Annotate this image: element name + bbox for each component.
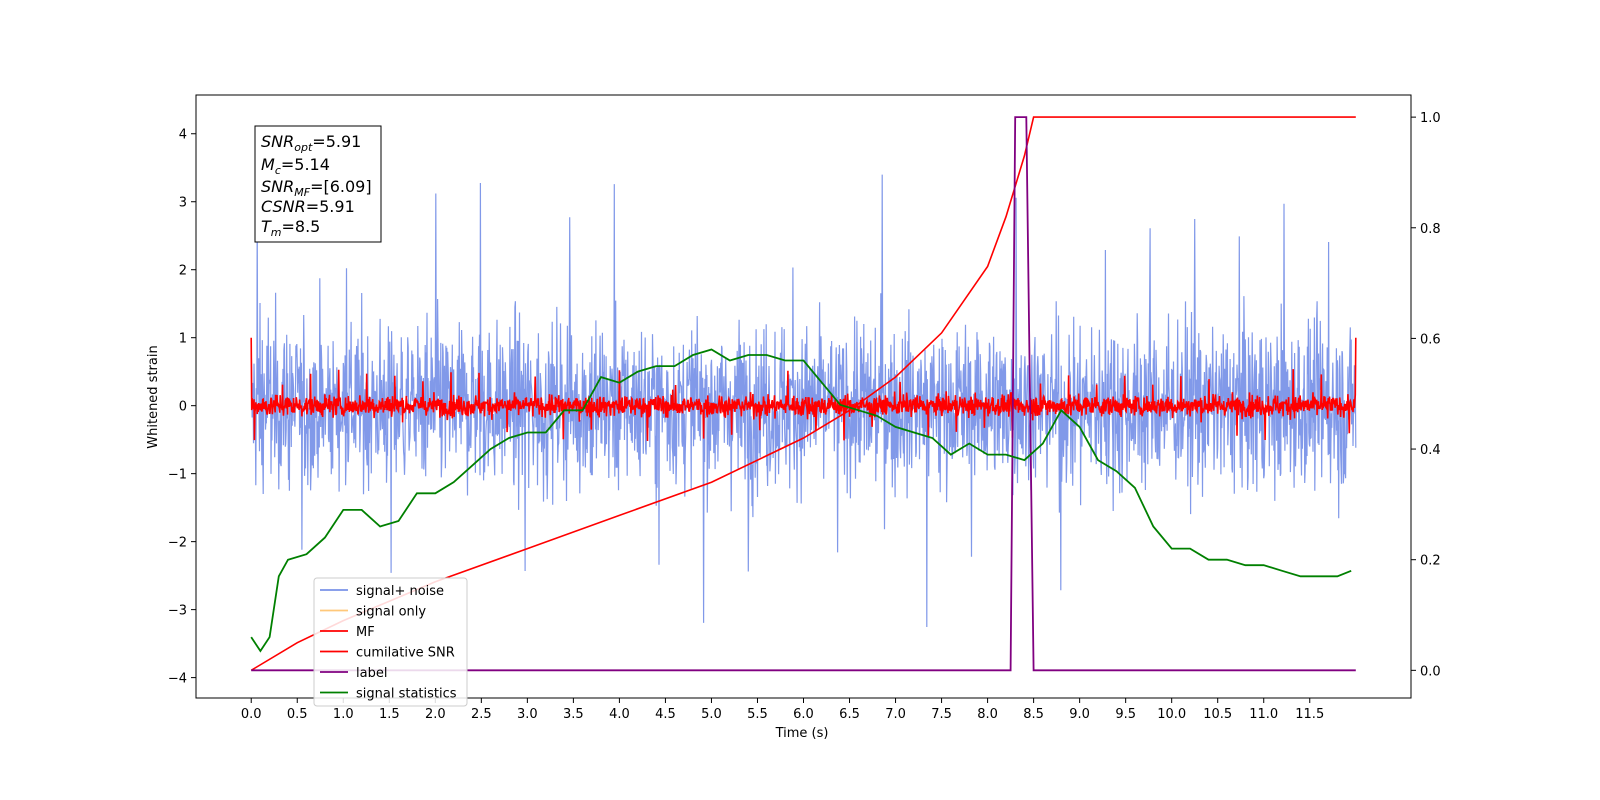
- legend-entry-label: signal+ noise: [356, 584, 444, 599]
- x-tick-label: 1.0: [333, 707, 354, 722]
- x-axis: 0.0 0.5 1.0 1.5 2.0 2.5 3.0 3.5 4.0 4.5 5.0 5.5 6.0 6…: [241, 698, 1324, 722]
- x-tick-label: 7.0: [885, 707, 906, 722]
- x-tick-label: 9.5: [1115, 707, 1136, 722]
- series-label: [251, 116, 1356, 672]
- y-right-tick-label: 0.2: [1420, 554, 1441, 569]
- x-tick-label: 10.0: [1157, 707, 1186, 722]
- legend-entry-label: cumilative SNR: [356, 646, 455, 661]
- series-signal-statistics: [250, 348, 1352, 653]
- x-tick-label: 8.0: [977, 707, 998, 722]
- y-right-tick-label: 0.0: [1420, 664, 1441, 679]
- x-tick-label: 3.0: [517, 707, 538, 722]
- x-tick-label: 6.0: [793, 707, 814, 722]
- info-box: SNRopt=5.91 Mc=5.14 SNRMF=[6.09] CSNR=5.…: [254, 125, 382, 243]
- y-right-axis: 1.0 0.8 0.6 0.4 0.2 0.0: [1411, 111, 1441, 679]
- x-tick-label: 11.5: [1295, 707, 1324, 722]
- x-tick-label: 9.0: [1069, 707, 1090, 722]
- x-tick-label: 10.5: [1203, 707, 1232, 722]
- legend-entry-label: signal statistics: [356, 687, 457, 702]
- x-tick-label: 6.5: [839, 707, 860, 722]
- y-left-tick-label: 0: [179, 400, 187, 415]
- y-left-tick-label: −3: [168, 604, 187, 619]
- legend: signal+ noise signal only MF cumilative SNR…: [313, 577, 468, 707]
- y-right-tick-label: 0.8: [1420, 222, 1441, 237]
- x-tick-label: 2.0: [425, 707, 446, 722]
- x-tick-label: 0.5: [287, 707, 308, 722]
- y-left-tick-label: 1: [179, 332, 187, 347]
- info-snr-mf: SNRMF=[6.09]: [261, 177, 372, 199]
- x-tick-label: 5.5: [747, 707, 768, 722]
- info-snr-opt: SNRopt=5.91: [261, 132, 361, 154]
- x-tick-label: 4.5: [655, 707, 676, 722]
- y-right-tick-label: 0.4: [1420, 443, 1441, 458]
- y-left-tick-label: 3: [179, 196, 187, 211]
- y-left-tick-label: 2: [179, 264, 187, 279]
- y-right-tick-label: 1.0: [1420, 111, 1441, 126]
- info-tm: Tm=8.5: [261, 217, 320, 239]
- y-axis-label: Whitened strain: [146, 345, 161, 448]
- x-tick-label: 11.0: [1249, 707, 1278, 722]
- x-tick-label: 4.0: [609, 707, 630, 722]
- series-mf: [250, 337, 1357, 442]
- info-csnr: CSNR=5.91: [261, 197, 355, 216]
- y-left-tick-label: 4: [179, 128, 187, 143]
- x-tick-label: 0.0: [241, 707, 262, 722]
- y-left-tick-label: −1: [168, 468, 187, 483]
- x-tick-label: 1.5: [379, 707, 400, 722]
- y-left-tick-label: −2: [168, 536, 187, 551]
- series-signal-noise: [250, 174, 1357, 628]
- x-tick-label: 8.5: [1023, 707, 1044, 722]
- legend-entry-label: signal only: [356, 605, 426, 620]
- y-left-axis: 4 3 2 1 0 −1 −2 −3 −4: [168, 128, 196, 687]
- x-tick-label: 2.5: [471, 707, 492, 722]
- y-left-tick-label: −4: [168, 672, 187, 687]
- x-tick-label: 7.5: [931, 707, 952, 722]
- x-tick-label: 3.5: [563, 707, 584, 722]
- x-axis-label: Time (s): [775, 726, 829, 741]
- info-mc: Mc=5.14: [261, 155, 330, 177]
- x-tick-label: 5.0: [701, 707, 722, 722]
- y-right-tick-label: 0.6: [1420, 332, 1441, 347]
- legend-entry-label: MF: [356, 625, 375, 640]
- legend-entry-label: label: [356, 666, 387, 681]
